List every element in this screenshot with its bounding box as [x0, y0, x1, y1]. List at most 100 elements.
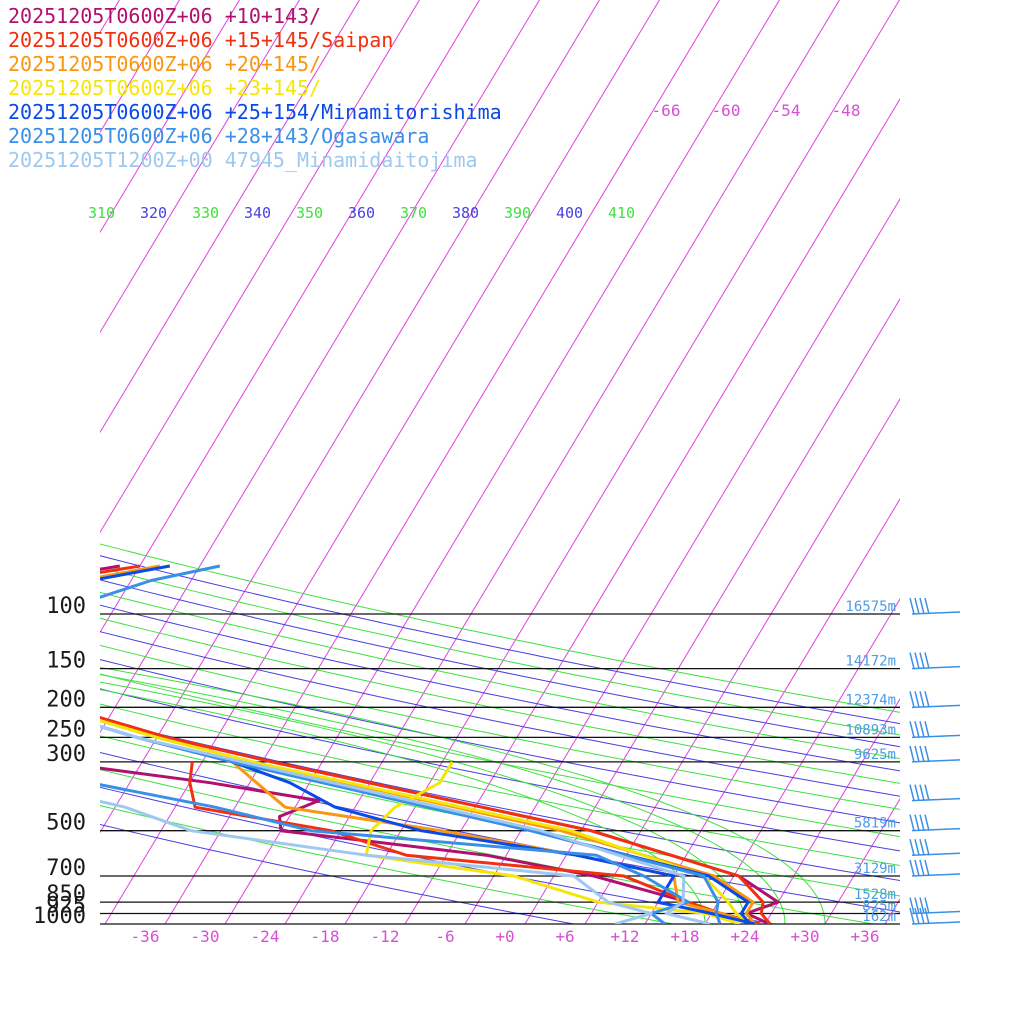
wind-barb-feather — [924, 907, 930, 925]
wind-barbs — [909, 597, 961, 925]
legend-entry: 20251205T1200Z+00 47945_Minamidaitojima — [8, 148, 478, 172]
sounding-profiles — [100, 564, 780, 924]
adiabat-line — [100, 688, 900, 852]
wind-barb-feather — [914, 839, 920, 856]
temperature-tick-label: -30 — [191, 927, 220, 946]
isotherm-line — [100, 0, 300, 334]
wind-barb-feather — [919, 839, 925, 856]
temperature-tick-label: +18 — [671, 927, 700, 946]
theta-label: 340 — [244, 204, 271, 222]
isotherm-line — [100, 0, 480, 634]
wind-barb-feather — [914, 652, 920, 669]
wind-barb-staff — [911, 734, 961, 739]
adiabat-line — [100, 644, 900, 810]
wind-barb-feather — [919, 652, 925, 669]
isotherm-line — [100, 0, 360, 434]
wind-barb-feather — [919, 597, 925, 615]
pressure-label: 1000 — [33, 904, 86, 929]
wind-barb-staff — [911, 797, 961, 802]
wind-barb — [909, 597, 961, 615]
pressure-label: 850 — [46, 882, 86, 907]
series-7-dewpoint-line — [100, 799, 653, 924]
wind-barb-feather — [914, 907, 920, 925]
wind-barb-staff — [911, 852, 961, 856]
legend-entry: 20251205T0600Z+06 +23+145/ — [8, 76, 321, 100]
theta-label: 390 — [504, 204, 531, 222]
wind-barb-feather — [909, 814, 915, 831]
legend: 20251205T0600Z+06 +10+143/20251205T0600Z… — [8, 4, 502, 172]
legend-entry: 20251205T0600Z+06 +15+145/Saipan — [8, 28, 393, 52]
isotherm-line — [704, 598, 900, 924]
height-label: 12374m — [845, 692, 896, 708]
pressure-label: 250 — [46, 717, 86, 742]
wind-barb — [909, 745, 961, 763]
moist-adiabat-line — [100, 666, 826, 924]
isotherm-line — [584, 398, 900, 924]
series-5-temperature-line — [100, 564, 752, 924]
temperature-tick-label: +0 — [495, 927, 514, 946]
theta-label: 310 — [88, 204, 115, 222]
series-4-temperature-line — [100, 564, 751, 924]
moist-adiabat-line — [100, 674, 786, 924]
wind-barb — [909, 784, 961, 802]
isotherm-line — [945, 0, 1024, 924]
adiabat-line — [100, 719, 900, 882]
adiabat-line — [100, 604, 900, 772]
temperature-tick-label: +30 — [791, 927, 820, 946]
pressure-label: 500 — [46, 811, 86, 836]
wind-barb-staff — [911, 873, 961, 877]
wind-barb-feather — [919, 814, 925, 831]
isotherm-line — [100, 0, 600, 834]
wind-barb-feather — [914, 814, 920, 831]
isotherm-line — [100, 0, 420, 534]
adiabat-line — [100, 703, 900, 867]
wind-barb-feather — [919, 691, 925, 708]
series-5-dewpoint-line — [231, 760, 756, 924]
wind-barb-feather — [924, 721, 930, 738]
isotherm-line — [404, 98, 900, 924]
height-label: 162m — [862, 909, 896, 925]
legend-entry: 20251205T0600Z+06 +20+145/ — [8, 52, 321, 76]
wind-barb — [909, 859, 961, 877]
theta-label: 330 — [192, 204, 219, 222]
moist-adiabat-line — [100, 689, 706, 924]
wind-barb-feather — [909, 691, 915, 708]
temperature-tick-label: +36 — [851, 927, 880, 946]
isotherm-top-label: -48 — [832, 101, 861, 120]
height-label: 10893m — [845, 722, 896, 738]
wind-barb-feather — [919, 721, 925, 738]
temperature-tick-label: +6 — [555, 927, 574, 946]
wind-barb — [909, 721, 961, 739]
isotherm-line — [764, 698, 900, 924]
wind-barb — [909, 907, 961, 925]
wind-barb-feather — [919, 859, 925, 877]
legend-entry: 20251205T0600Z+06 +25+154/Minamitorishim… — [8, 100, 502, 124]
wind-barb-feather — [919, 745, 925, 763]
wind-barb-staff — [911, 910, 961, 915]
wind-barb — [909, 691, 961, 709]
pressure-label: 700 — [46, 856, 86, 881]
isotherm-top-label: -54 — [772, 101, 801, 120]
series-1-temperature-line — [100, 564, 780, 924]
isotherm-line — [1005, 0, 1024, 924]
theta-label: 360 — [348, 204, 375, 222]
isotherm-top-label: -66 — [652, 101, 681, 120]
isotherm-line — [104, 0, 660, 924]
isotherm-line — [344, 0, 900, 924]
pressure-label: 300 — [46, 742, 86, 767]
wind-barb-feather — [919, 784, 925, 801]
adiabat-line — [100, 769, 874, 924]
wind-barb-feather — [924, 784, 930, 801]
temperature-tick-label: -24 — [251, 927, 280, 946]
wind-barb-feather — [924, 691, 930, 708]
series-7-temperature-line — [100, 724, 711, 924]
isotherm-line — [644, 498, 900, 924]
wind-barb-feather — [909, 859, 915, 877]
pressure-label: 150 — [46, 649, 86, 674]
moist-adiabat-line — [100, 681, 746, 924]
wind-barb-staff — [911, 921, 961, 925]
wind-barb-feather — [924, 814, 930, 831]
wind-barb-feather — [924, 897, 930, 914]
pressure-label: 925 — [46, 894, 86, 919]
